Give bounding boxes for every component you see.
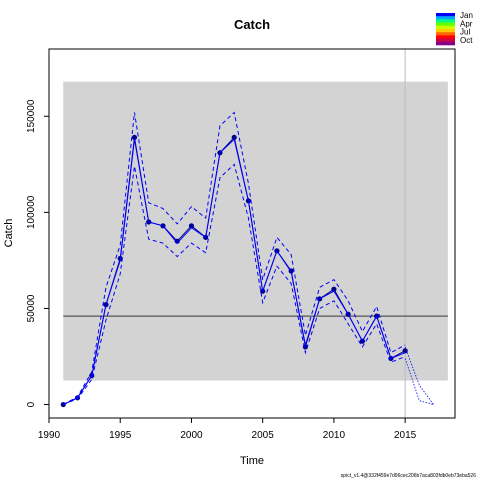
y-tick-label-50000: 50000 [26,294,37,322]
x-axis-label: Time [240,455,264,467]
data-point-observed-2010 [331,286,337,292]
plot-frame [48,48,456,419]
legend-color-swatch-6 [436,32,455,36]
legend-label-jan: Jan [460,11,473,20]
x-tick-label-2005: 2005 [252,430,275,441]
legend-color-swatch-7 [436,35,455,39]
series-line-upper [63,111,406,405]
data-point-observed-2003 [231,134,237,141]
y-tick-label-150000: 150000 [26,99,37,133]
x-tick-label-1995: 1995 [109,430,132,441]
y-axis-label: Catch [3,219,15,248]
legend-color-swatch-0 [436,13,455,17]
legend-color-swatch-3 [436,22,455,27]
series-line-fit [63,138,406,405]
x-tick-label-2000: 2000 [180,430,203,441]
series-line-lower [63,163,406,406]
legend-color-swatch-4 [436,25,455,30]
legend-color-swatch-5 [436,29,455,33]
x-tick-label-2010: 2010 [323,430,346,441]
x-tick-label-2015: 2015 [394,430,417,441]
data-point-observed-1996 [131,134,138,141]
chart-title: Catch [234,17,270,32]
legend-color-swatch-8 [436,38,455,43]
legend-color-swatch-9 [436,41,455,46]
data-point-observed-1999 [174,238,180,244]
legend-color-swatch-2 [436,19,455,23]
footnote-version: spict_v1.4@332f459e7d96cec206b7aca803fdb… [341,473,476,479]
y-tick-label-0: 0 [26,401,37,407]
data-point-observed-2000 [188,223,195,229]
y-tick-label-100000: 100000 [26,195,37,229]
series-line-forecast-lower [404,358,434,405]
data-point-observed-2015 [402,348,408,354]
legend-color-swatch-1 [436,16,455,20]
legend-label-jul: Jul [460,28,470,37]
legend-label-oct: Oct [460,36,473,45]
legend-label-apr: Apr [460,19,473,28]
x-tick-label-1990: 1990 [38,430,61,441]
